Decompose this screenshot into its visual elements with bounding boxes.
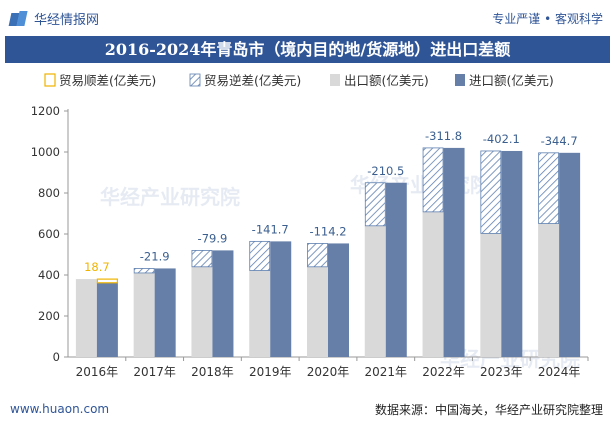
footer-website[interactable]: www.huaon.com <box>10 402 110 416</box>
data-label: -21.9 <box>140 249 170 263</box>
export-bar <box>249 270 271 357</box>
x-tick-label: 2020年 <box>307 365 350 379</box>
legend-swatch <box>189 73 201 87</box>
x-tick-label: 2022年 <box>422 365 465 379</box>
footer-source: 数据来源：中国海关，华经产业研究院整理 <box>374 403 603 417</box>
export-bar <box>538 223 560 357</box>
import-bar <box>443 147 465 357</box>
chart: 贸易顺差(亿美元) 贸易逆差(亿美元) 出口额(亿美元) 进口额(亿美元) 华经产业研… <box>31 73 589 379</box>
title-bar: 2016-2024年青岛市（境内目的地/货源地）进出口差额 <box>5 36 610 63</box>
axes: 0 200 400 600 800 1000 1200 2016年 2017年 2018年 2019… <box>31 104 589 379</box>
legend-label: 进口额(亿美元) <box>469 73 554 88</box>
surplus-bar <box>96 278 118 284</box>
data-labels: 18.7 -21.9 -79.9 -141.7 -114.2 -210.5 -311.8 -4… <box>84 129 578 274</box>
y-tick-label: 1200 <box>31 104 60 118</box>
deficit-bar <box>133 268 155 274</box>
export-bar <box>364 225 386 357</box>
export-bar <box>75 279 97 357</box>
legend: 贸易顺差(亿美元) 贸易逆差(亿美元) 出口额(亿美元) 进口额(亿美元) <box>44 73 554 88</box>
export-bar <box>422 211 444 357</box>
legend-label: 贸易逆差(亿美元) <box>204 73 301 88</box>
export-bar <box>480 233 502 357</box>
logo-icon <box>8 10 28 27</box>
y-tick-label: 0 <box>53 350 60 364</box>
deficit-bar <box>191 249 213 268</box>
data-label: -114.2 <box>309 224 346 238</box>
import-bar <box>154 268 176 357</box>
brand-name: 华经情报网 <box>34 13 100 28</box>
import-bar <box>212 250 234 357</box>
import-bar <box>96 282 118 357</box>
top-bar: 华经情报网 专业严谨 • 客观科学 <box>0 0 615 36</box>
legend-label: 贸易顺差(亿美元) <box>59 73 156 88</box>
deficit-bar <box>307 243 328 268</box>
data-label: -79.9 <box>198 231 228 245</box>
export-bar <box>307 266 328 357</box>
data-label: -141.7 <box>252 222 289 236</box>
deficit-bar <box>249 240 271 271</box>
import-bar <box>559 152 581 357</box>
y-tick-label: 600 <box>38 227 60 241</box>
bars <box>75 147 581 357</box>
legend-swatch <box>455 74 465 86</box>
data-label: -402.1 <box>483 132 520 146</box>
x-tick-label: 2021年 <box>365 365 408 379</box>
export-bar <box>133 272 155 357</box>
y-tick-label: 800 <box>38 186 60 200</box>
deficit-bar <box>364 182 386 227</box>
import-bar <box>270 241 292 357</box>
import-bar <box>501 150 523 357</box>
y-tick-label: 400 <box>38 268 60 282</box>
data-label: -210.5 <box>367 164 404 178</box>
data-label: -344.7 <box>541 134 578 148</box>
x-tick-label: 2024年 <box>538 365 581 379</box>
x-tick-label: 2017年 <box>133 365 176 379</box>
deficit-bar <box>480 150 502 234</box>
y-tick-label: 200 <box>38 309 60 323</box>
data-label: -311.8 <box>425 129 462 143</box>
brand-logo[interactable]: 华经情报网 <box>8 9 100 28</box>
chart-title: 2016-2024年青岛市（境内目的地/货源地）进出口差额 <box>104 40 511 59</box>
export-bar <box>191 266 213 357</box>
legend-swatch <box>44 73 56 87</box>
y-tick-label: 1000 <box>31 145 60 159</box>
import-bar <box>328 243 349 357</box>
legend-swatch <box>330 74 340 86</box>
x-tick-label: 2023年 <box>480 365 523 379</box>
watermark-text: 华经产业研究院 <box>100 185 240 209</box>
x-tick-label: 2018年 <box>191 365 234 379</box>
legend-label: 出口额(亿美元) <box>344 73 429 88</box>
slogan: 专业严谨 • 客观科学 <box>492 12 603 26</box>
x-tick-label: 2019年 <box>249 365 292 379</box>
x-tick-label: 2016年 <box>76 365 119 379</box>
deficit-bar <box>538 152 560 224</box>
import-bar <box>385 182 407 357</box>
data-label: 18.7 <box>84 260 110 274</box>
deficit-bar <box>422 147 444 213</box>
